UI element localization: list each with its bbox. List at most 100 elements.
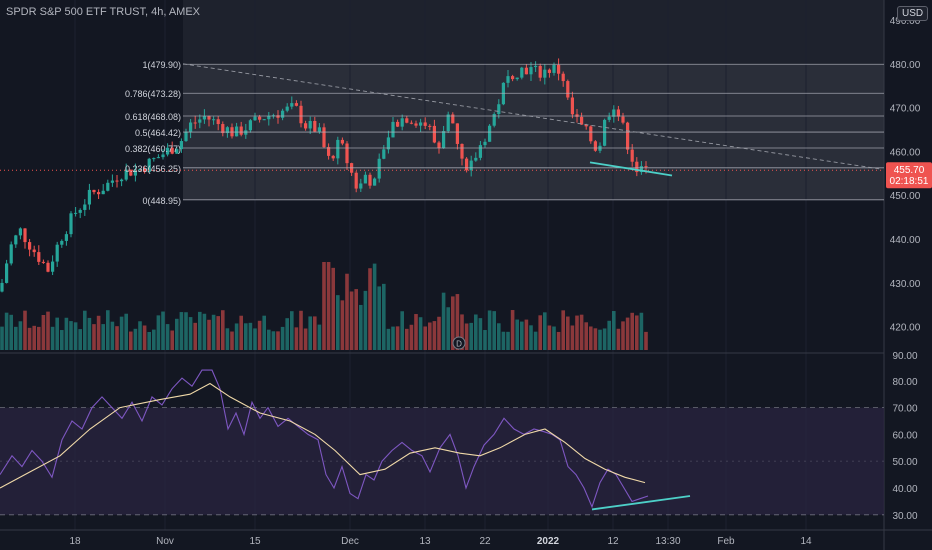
volume-bar: [543, 312, 547, 350]
candle-up: [446, 114, 450, 132]
candle-down: [460, 143, 464, 159]
candle-up: [198, 119, 202, 123]
divergence-trendline[interactable]: [589, 161, 673, 177]
volume-bar: [115, 326, 119, 350]
candle-down: [23, 228, 27, 243]
volume-bar: [437, 316, 441, 350]
volume-bar: [202, 313, 207, 350]
volume-bar: [474, 314, 478, 350]
candle-down: [331, 155, 335, 159]
candle-up: [69, 213, 73, 235]
volume-bar: [4, 312, 9, 350]
candle-up: [74, 212, 78, 214]
candle-up: [235, 126, 239, 137]
volume-bar: [566, 316, 570, 350]
volume-bar: [464, 323, 469, 350]
candle-up: [363, 174, 367, 184]
price-tick-label: 420.00: [890, 323, 921, 334]
candle-down: [465, 158, 469, 171]
dividend-marker-icon[interactable]: [452, 336, 466, 350]
fib-level-label: 0.618(468.08): [125, 112, 181, 122]
volume-bar: [391, 326, 395, 350]
candle-down: [547, 69, 551, 73]
candle-down: [207, 116, 211, 120]
volume-bar: [193, 322, 197, 350]
volume-bar: [23, 310, 27, 350]
candle-down: [405, 118, 409, 123]
volume-bar: [524, 319, 529, 350]
time-tick-label: 13:30: [655, 536, 680, 547]
volume-bar: [147, 331, 151, 350]
candle-up: [78, 209, 82, 213]
volume-bar: [83, 310, 87, 350]
candle-up: [189, 122, 193, 132]
candle-down: [221, 124, 225, 134]
volume-bar: [469, 322, 473, 350]
volume-bar: [639, 312, 644, 350]
price-tick-label: 450.00: [890, 191, 921, 202]
volume-bar: [225, 328, 230, 350]
candle-down: [304, 123, 308, 129]
rsi-line[interactable]: [0, 369, 649, 509]
candle-down: [354, 172, 358, 189]
candle-down: [322, 127, 326, 148]
candle-down: [437, 142, 441, 149]
volume-bar: [510, 310, 515, 350]
volume-bar: [547, 325, 552, 350]
candle-down: [432, 125, 436, 143]
time-tick-label: 14: [800, 536, 812, 547]
candle-down: [566, 81, 570, 98]
volume-bar: [441, 292, 446, 350]
rsi-divergence-trendline[interactable]: [591, 495, 691, 511]
volume-bar: [50, 326, 55, 350]
volume-bar: [340, 300, 345, 350]
dividend-marker-label: D: [456, 340, 462, 349]
volume-bar: [497, 323, 501, 350]
volume-bar: [630, 312, 634, 350]
volume-bar: [184, 312, 188, 350]
fib-level-label: 0.382(460.77): [125, 144, 181, 154]
volume-bar: [106, 310, 110, 350]
candle-down: [46, 262, 50, 272]
candle-up: [469, 160, 473, 171]
volume-bar: [55, 317, 59, 350]
candle-down: [630, 149, 634, 162]
volume-bar: [248, 322, 253, 350]
candle-down: [626, 122, 630, 150]
currency-badge[interactable]: USD: [897, 6, 929, 21]
volume-bar: [303, 328, 308, 350]
volume-bar: [372, 263, 377, 350]
candle-up: [120, 179, 124, 182]
candle-up: [244, 130, 248, 135]
volume-bar: [644, 331, 648, 350]
candle-up: [483, 141, 487, 146]
candle-down: [327, 147, 331, 156]
candle-up: [607, 116, 611, 120]
volume-bar: [211, 314, 216, 350]
candle-down: [115, 180, 119, 182]
descending-trendline[interactable]: [182, 63, 881, 170]
volume-bar: [483, 330, 487, 350]
volume-bar: [446, 307, 450, 350]
volume-bar: [234, 323, 239, 350]
candle-down: [557, 64, 561, 74]
candle-down: [561, 73, 565, 82]
candle-up: [419, 122, 423, 126]
price-tick-label: 430.00: [890, 279, 921, 290]
candle-up: [9, 244, 13, 264]
rsi-ma-line[interactable]: [0, 382, 646, 489]
candle-up: [492, 113, 496, 126]
rsi-tick-label: 70.00: [892, 404, 917, 415]
volume-bar: [363, 290, 368, 350]
candle-down: [423, 122, 427, 126]
volume-bar: [179, 312, 184, 350]
candle-down: [584, 124, 588, 127]
volume-bar: [386, 328, 391, 350]
volume-bar: [60, 330, 64, 350]
volume-bar: [156, 315, 161, 350]
volume-bar: [602, 328, 607, 350]
volume-bar: [616, 328, 621, 350]
volume-bar: [520, 321, 524, 350]
candle-down: [511, 76, 515, 80]
